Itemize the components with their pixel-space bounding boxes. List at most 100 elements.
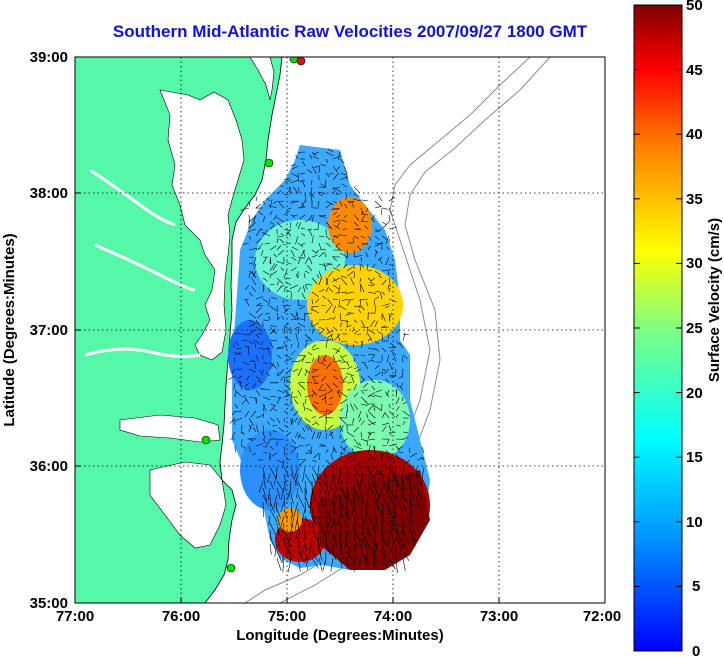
velocity-arrow — [276, 312, 279, 320]
velocity-arrow — [327, 148, 334, 153]
velocity-arrow — [287, 557, 292, 573]
velocity-arrow — [395, 452, 400, 461]
velocity-arrow — [313, 228, 320, 230]
colorbar-ticks — [634, 69, 682, 587]
velocity-arrow — [301, 543, 306, 555]
x-axis-label: Longitude (Degrees:Minutes) — [236, 627, 444, 644]
velocity-arrow — [318, 326, 325, 330]
velocity-arrow — [359, 417, 362, 423]
velocity-arrow — [315, 508, 320, 519]
velocity-arrow — [388, 424, 392, 432]
velocity-arrow — [304, 218, 312, 223]
velocity-arrow — [311, 392, 315, 398]
velocity-arrow — [255, 196, 258, 202]
velocity-arrow — [269, 445, 274, 450]
velocity-arrow — [311, 416, 316, 419]
velocity-arrow — [381, 508, 385, 522]
velocity-arrow — [234, 340, 240, 347]
velocity-arrow — [294, 473, 299, 486]
velocity-arrow — [248, 262, 253, 265]
velocity-arrow — [248, 272, 251, 279]
velocity-arrow — [364, 401, 369, 405]
velocity-arrow — [313, 452, 320, 459]
velocity-arrow — [276, 459, 284, 464]
x-tick-label: 72:00 — [583, 608, 621, 625]
velocity-arrow — [252, 270, 257, 277]
velocity-arrow — [248, 424, 252, 429]
y-tick-label: 35:00 — [30, 595, 68, 612]
velocity-arrow — [311, 557, 319, 569]
velocity-arrow — [338, 284, 341, 294]
velocity-arrow — [241, 361, 250, 366]
velocity-arrow — [409, 480, 412, 493]
velocity-arrow — [416, 487, 422, 500]
velocity-arrow — [346, 550, 352, 560]
velocity-arrow — [283, 466, 290, 478]
velocity-arrow — [269, 273, 272, 279]
velocity-arrow — [385, 378, 390, 384]
velocity-arrow — [244, 382, 250, 387]
velocity-arrow — [368, 394, 376, 398]
velocity-arrow — [311, 277, 318, 285]
velocity-arrow — [269, 326, 275, 333]
velocity-arrow — [360, 361, 367, 364]
velocity-arrow — [262, 270, 270, 275]
velocity-arrow — [255, 443, 263, 447]
velocity-arrow — [311, 235, 314, 244]
velocity-arrow — [360, 340, 364, 349]
velocity-arrow — [290, 267, 297, 272]
velocity-arrow — [339, 451, 343, 461]
velocity-arrow — [307, 169, 313, 174]
velocity-arrow — [234, 391, 237, 398]
velocity-arrow — [395, 494, 402, 509]
velocity-arrow — [283, 326, 286, 335]
velocity-arrow — [345, 193, 348, 201]
velocity-arrow — [325, 286, 329, 293]
velocity-arrow — [278, 368, 285, 376]
velocity-arrow — [302, 402, 306, 412]
velocity-arrow — [325, 242, 332, 248]
velocity-arrow — [262, 277, 268, 282]
velocity-arrow — [332, 155, 342, 160]
velocity-arrow — [360, 256, 362, 262]
velocity-arrow — [297, 550, 305, 563]
velocity-arrow — [276, 557, 282, 571]
velocity-arrow — [373, 445, 376, 454]
velocity-arrow — [280, 375, 285, 382]
velocity-arrow — [318, 487, 324, 502]
velocity-arrow — [332, 256, 338, 262]
velocity-arrow — [296, 487, 299, 499]
velocity-arrow — [262, 396, 271, 401]
velocity-arrow — [233, 357, 236, 363]
velocity-arrow — [395, 536, 401, 546]
velocity-arrow — [292, 214, 299, 216]
velocity-arrow — [332, 347, 341, 353]
velocity-arrow — [381, 325, 387, 328]
velocity-arrow — [341, 438, 348, 444]
velocity-arrow — [300, 227, 306, 230]
velocity-arrow — [276, 508, 281, 519]
velocity-arrow — [325, 362, 332, 370]
velocity-arrow — [297, 536, 301, 548]
velocity-arrow — [364, 225, 369, 230]
velocity-arrow — [312, 156, 320, 160]
velocity-arrow — [346, 431, 355, 438]
velocity-arrow — [402, 421, 406, 426]
velocity-arrow — [352, 343, 355, 349]
velocity-arrow — [360, 494, 364, 507]
velocity-arrow — [325, 459, 330, 465]
velocity-arrow — [353, 403, 359, 411]
velocity-arrow — [402, 354, 408, 359]
velocity-arrow — [271, 270, 278, 275]
velocity-arrow — [299, 179, 306, 183]
velocity-arrow — [339, 408, 344, 412]
velocity-arrow — [290, 249, 296, 258]
velocity-arrow — [272, 263, 278, 271]
velocity-arrow — [311, 508, 316, 524]
velocity-arrow — [269, 225, 275, 230]
velocity-arrow — [248, 424, 252, 433]
colorbar-tick-label: 0 — [692, 643, 700, 659]
velocity-arrow — [283, 358, 293, 363]
velocity-arrow — [343, 263, 348, 269]
velocity-arrow — [286, 543, 292, 558]
